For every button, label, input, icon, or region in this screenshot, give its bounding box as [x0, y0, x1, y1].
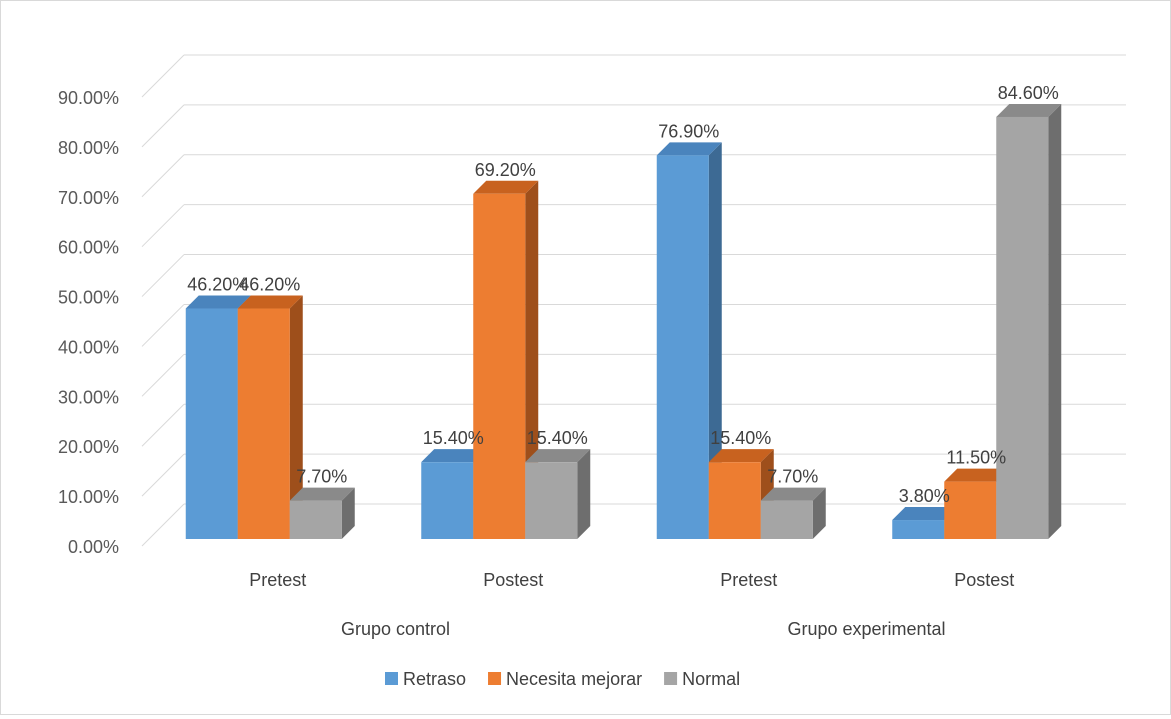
x-tick-label: Postest [954, 570, 1014, 590]
bar-top [944, 468, 1010, 482]
legend-label: Normal [682, 669, 740, 689]
y-tick-label: 10.00% [58, 487, 119, 507]
bar-front [525, 462, 578, 539]
x-group-label: Grupo experimental [787, 619, 945, 639]
y-tick-label: 50.00% [58, 288, 119, 308]
bar-top [421, 449, 487, 463]
bar-top [760, 487, 826, 501]
legend-swatch [488, 672, 502, 685]
legend-item-necesita-mejorar: Necesita mejorar [488, 669, 642, 689]
bar-top [473, 180, 539, 194]
bar-top [656, 142, 722, 156]
gridline-diagonal [141, 204, 185, 248]
bar-necesita-mejorar-0 [237, 295, 303, 539]
data-label: 15.40% [710, 428, 771, 448]
bar-top [996, 103, 1062, 117]
bar-top [892, 507, 958, 521]
bar-necesita-mejorar-1 [473, 180, 539, 539]
gridline-diagonal [141, 403, 185, 447]
data-label: 15.40% [527, 428, 588, 448]
legend: Retraso Necesita mejorar Normal [385, 669, 740, 689]
bar-side [708, 142, 722, 540]
bar-front [708, 462, 761, 539]
bar-top [185, 295, 251, 309]
gridlines [141, 54, 1126, 547]
y-tick-label: 0.00% [68, 537, 119, 557]
legend-swatch [664, 672, 678, 685]
data-label: 7.70% [296, 467, 347, 487]
data-label: 84.60% [998, 83, 1059, 103]
y-tick-label: 40.00% [58, 337, 119, 357]
gridline-diagonal [141, 104, 185, 148]
bar-front [289, 500, 342, 539]
legend-label: Retraso [403, 669, 466, 689]
y-tick-label: 60.00% [58, 238, 119, 258]
y-tick-label: 80.00% [58, 138, 119, 158]
bar-front [237, 308, 290, 539]
x-group-label: Grupo control [341, 619, 450, 639]
x-tick-label: Postest [483, 570, 543, 590]
bar-front [656, 155, 709, 540]
bar-normal-3 [996, 103, 1062, 539]
bar-front [473, 193, 526, 539]
y-tick-label: 20.00% [58, 437, 119, 457]
x-axis-tick-labels: Pretest Postest Pretest Postest [249, 570, 1014, 590]
y-tick-label: 90.00% [58, 88, 119, 108]
legend-swatch [385, 672, 398, 685]
data-label: 76.90% [658, 121, 719, 141]
bars [185, 103, 1062, 540]
bar-top [237, 295, 303, 309]
bar-side [525, 180, 539, 539]
y-tick-label: 70.00% [58, 188, 119, 208]
bar-retraso-2 [656, 142, 722, 540]
bar-normal-1 [525, 449, 591, 539]
data-label: 69.20% [475, 160, 536, 180]
bar-front [892, 520, 945, 539]
data-label: 15.40% [423, 428, 484, 448]
bar-front [760, 500, 813, 539]
x-tick-label: Pretest [720, 570, 777, 590]
bar-top [289, 487, 355, 501]
bar-top [525, 449, 591, 463]
bar-side [812, 487, 826, 539]
bar-top [708, 449, 774, 463]
bar-front [944, 481, 997, 539]
gridline-diagonal [141, 254, 185, 297]
gridline-diagonal [141, 353, 185, 397]
bar-front [185, 308, 238, 539]
bar-front [996, 116, 1049, 539]
gridline-diagonal [141, 154, 185, 198]
data-label: 11.50% [946, 448, 1006, 468]
legend-label: Necesita mejorar [506, 669, 642, 689]
bar-side [341, 487, 355, 539]
x-axis-group-labels: Grupo control Grupo experimental [341, 619, 946, 639]
bar-side [289, 295, 303, 539]
gridline-diagonal [141, 453, 185, 497]
x-tick-label: Pretest [249, 570, 306, 590]
bar-normal-2 [760, 487, 826, 539]
y-axis-tick-labels: 0.00% 10.00% 20.00% 30.00% 40.00% 50.00% 60.00… [58, 88, 119, 557]
data-label: 46.20% [239, 275, 300, 295]
gridline-diagonal [141, 304, 185, 347]
gridline-diagonal [141, 503, 185, 547]
gridline-diagonal [141, 54, 185, 98]
data-labels: 46.20%46.20% 7.70% 15.40% 69.20% 15.40% 76.90… [187, 83, 1059, 506]
bar-side [577, 449, 591, 539]
legend-item-normal: Normal [664, 669, 740, 689]
data-label: 7.70% [767, 467, 818, 487]
data-label: 3.80% [899, 486, 950, 506]
data-label: 46.20% [187, 275, 248, 295]
y-tick-label: 30.00% [58, 387, 119, 407]
legend-item-retraso: Retraso [385, 669, 466, 689]
bar-side [1048, 103, 1062, 539]
bar-front [421, 462, 474, 539]
bar-normal-0 [289, 487, 355, 539]
